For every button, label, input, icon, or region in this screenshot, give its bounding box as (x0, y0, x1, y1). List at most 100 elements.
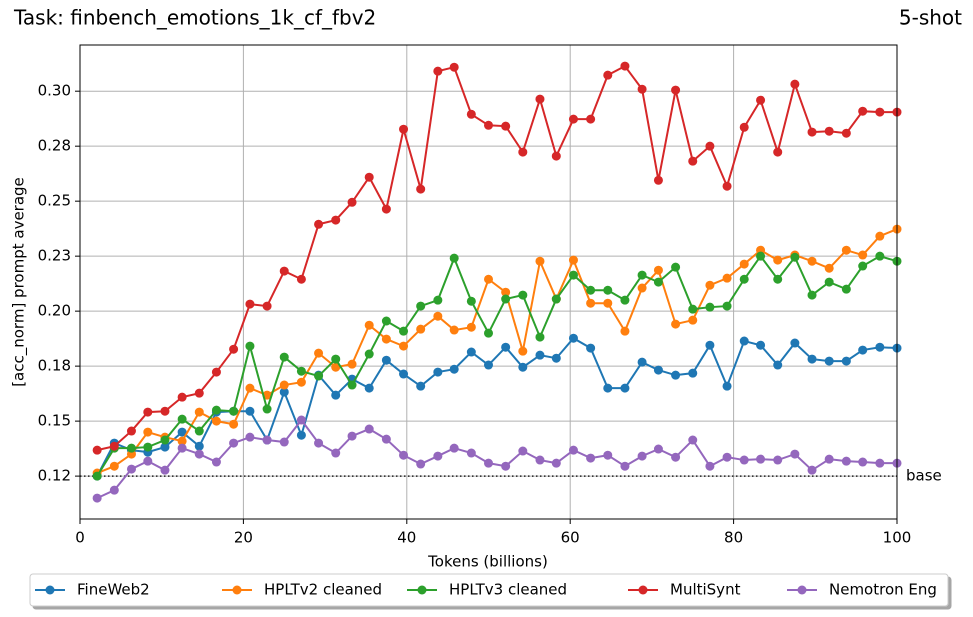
marker (126, 464, 136, 474)
marker (245, 299, 255, 309)
marker (466, 296, 476, 306)
marker (211, 416, 221, 426)
marker (245, 383, 255, 393)
marker (568, 114, 578, 124)
marker (858, 106, 868, 116)
marker (381, 204, 391, 214)
marker (296, 274, 306, 284)
chart-subtitle: 5-shot (899, 6, 962, 30)
marker (92, 493, 102, 503)
marker (824, 277, 834, 287)
marker (807, 256, 817, 266)
marker (262, 404, 272, 414)
marker (807, 465, 817, 475)
marker (433, 451, 443, 461)
marker (194, 426, 204, 436)
marker (331, 390, 341, 400)
marker (620, 461, 630, 471)
marker (586, 453, 596, 463)
marker (841, 284, 851, 294)
marker (501, 287, 511, 297)
marker (296, 430, 306, 440)
marker (433, 367, 443, 377)
marker (245, 432, 255, 442)
marker (790, 449, 800, 459)
marker (688, 435, 698, 445)
marker (484, 274, 493, 284)
marker (229, 438, 239, 448)
marker (653, 265, 663, 275)
marker (433, 295, 443, 305)
marker (109, 485, 119, 495)
marker (858, 345, 868, 355)
marker (535, 94, 545, 104)
x-tick-label: 60 (561, 529, 580, 547)
legend-marker (45, 585, 55, 595)
marker (739, 336, 749, 346)
chart-title: Task: finbench_emotions_1k_cf_fbv2 (13, 6, 376, 30)
marker (875, 251, 885, 261)
marker (177, 392, 187, 402)
y-tick-label: 0.25 (38, 192, 71, 210)
marker (399, 369, 409, 379)
x-tick-label: 100 (883, 529, 912, 547)
marker (705, 141, 715, 151)
x-tick-label: 40 (397, 529, 416, 547)
marker (535, 332, 545, 342)
marker (347, 359, 357, 369)
marker (364, 424, 374, 434)
marker (603, 450, 613, 460)
marker (620, 383, 630, 393)
marker (551, 353, 561, 363)
marker (296, 415, 306, 425)
marker (637, 84, 647, 94)
marker (160, 465, 170, 475)
y-tick-label: 0.15 (38, 412, 71, 430)
marker (671, 262, 681, 272)
marker (603, 383, 613, 393)
marker (449, 364, 459, 374)
marker (535, 455, 545, 465)
marker (177, 436, 187, 446)
marker (143, 427, 153, 437)
marker (364, 172, 374, 182)
marker (688, 315, 698, 325)
marker (143, 407, 153, 417)
marker (314, 438, 324, 448)
marker (603, 298, 613, 308)
marker (807, 290, 817, 300)
marker (688, 304, 698, 314)
marker (518, 346, 528, 356)
marker (126, 426, 136, 436)
marker (229, 344, 239, 354)
plot-frame (79, 44, 898, 520)
marker (858, 457, 868, 467)
marker (194, 441, 204, 451)
marker (586, 285, 596, 295)
legend-label: FineWeb2 (77, 581, 150, 599)
x-tick-label: 20 (234, 529, 253, 547)
marker (416, 301, 426, 311)
marker (637, 357, 647, 367)
marker (858, 250, 868, 260)
marker (637, 270, 647, 280)
legend-label: MultiSynt (670, 581, 741, 599)
marker (807, 127, 817, 137)
marker (620, 61, 630, 71)
marker (518, 446, 528, 456)
marker (416, 184, 426, 194)
marker (653, 277, 663, 287)
marker (466, 347, 476, 357)
marker (279, 437, 289, 447)
marker (824, 263, 834, 273)
x-tick-label: 80 (724, 529, 743, 547)
marker (466, 322, 476, 332)
marker (773, 455, 783, 465)
marker (160, 435, 170, 445)
marker (484, 458, 493, 468)
marker (484, 120, 493, 130)
marker (824, 126, 834, 136)
marker (603, 70, 613, 80)
marker (245, 406, 255, 416)
